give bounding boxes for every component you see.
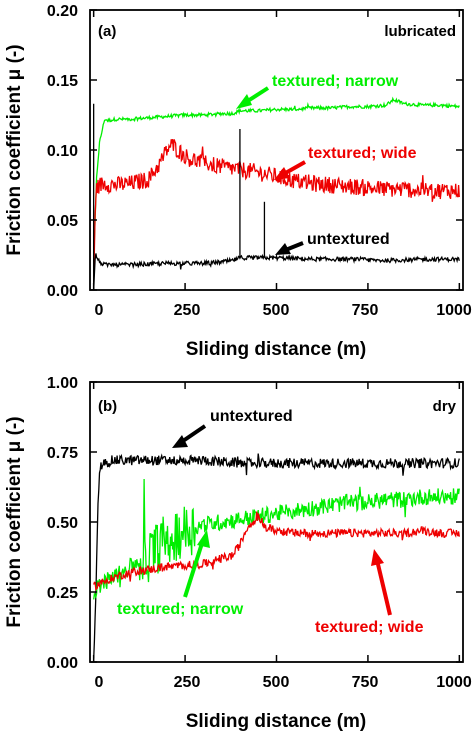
annotation-arrow-b-wide xyxy=(375,559,392,616)
ytick-label-a-0: 0.00 xyxy=(47,283,78,300)
panel-label-a: (a) xyxy=(98,23,116,40)
annotation-arrow-b-narrow xyxy=(183,539,205,598)
annotation-arrowhead-a-narrow xyxy=(236,94,252,109)
annotation-b-untextured: untextured xyxy=(172,408,293,448)
annotation-b-narrow: textured; narrow xyxy=(117,530,244,618)
xtick-label-a-1: 250 xyxy=(174,302,201,319)
annotation-arrowhead-b-narrow xyxy=(197,530,210,548)
condition-label-b: dry xyxy=(433,398,457,415)
x-axis-title-b: Sliding distance (m) xyxy=(186,711,367,732)
series-line-a-0 xyxy=(93,96,460,262)
annotation-a-untextured: untextured xyxy=(275,231,390,255)
annotation-arrowhead-a-untextured xyxy=(275,243,291,255)
annotation-a-wide: textured; wide xyxy=(274,145,417,180)
xtick-label-b-0: 0 xyxy=(95,674,104,691)
annotation-b-wide: textured; wide xyxy=(315,549,424,636)
annotation-text-a-wide: textured; wide xyxy=(308,145,417,162)
annotation-text-b-narrow: textured; narrow xyxy=(117,601,244,618)
ytick-label-b-1: 0.25 xyxy=(47,585,78,602)
panel-a: (a) lubricated 0.00 0.05 0.10 0.15 0.20 … xyxy=(4,3,472,360)
tick-marks-a xyxy=(90,9,463,291)
series-group-b xyxy=(93,453,460,659)
series-line-b-0 xyxy=(93,453,460,659)
xtick-label-a-3: 750 xyxy=(352,302,379,319)
ytick-label-b-0: 0.00 xyxy=(47,655,78,672)
ytick-label-a-1: 0.05 xyxy=(47,213,78,230)
annotation-text-a-untextured: untextured xyxy=(307,231,390,248)
y-axis-title-a: Friction coefficient μ (-) xyxy=(4,44,25,255)
tick-marks-b xyxy=(90,381,463,663)
xtick-label-b-1: 250 xyxy=(174,674,201,691)
xtick-label-b-3: 750 xyxy=(352,674,379,691)
series-line-a-1 xyxy=(93,139,460,286)
plot-frame-a xyxy=(89,9,464,291)
xtick-label-a-2: 500 xyxy=(263,302,290,319)
xtick-label-a-4: 1000 xyxy=(436,302,472,319)
series-line-a-2 xyxy=(93,253,460,291)
ytick-label-b-4: 1.00 xyxy=(47,375,78,392)
annotation-text-b-wide: textured; wide xyxy=(315,619,424,636)
ytick-label-b-2: 0.50 xyxy=(47,515,78,532)
ytick-label-a-3: 0.15 xyxy=(47,73,78,90)
series-line-b-2 xyxy=(93,511,460,592)
annotation-a-narrow: textured; narrow xyxy=(236,73,399,109)
xtick-label-b-2: 500 xyxy=(263,674,290,691)
annotation-arrowhead-b-untextured xyxy=(172,435,188,448)
panel-label-b: (b) xyxy=(98,398,117,415)
xtick-label-a-0: 0 xyxy=(95,302,104,319)
series-line-b-1 xyxy=(93,478,460,600)
annotation-arrowhead-a-wide xyxy=(274,167,290,180)
xtick-label-b-4: 1000 xyxy=(436,674,472,691)
y-axis-title-b: Friction coefficient μ (-) xyxy=(4,416,25,627)
series-group-a xyxy=(93,96,460,291)
ytick-label-a-2: 0.10 xyxy=(47,143,78,160)
x-axis-title-a: Sliding distance (m) xyxy=(186,339,367,360)
annotation-text-a-narrow: textured; narrow xyxy=(272,73,399,90)
condition-label-a: lubricated xyxy=(384,23,456,40)
ytick-label-b-3: 0.75 xyxy=(47,445,78,462)
annotation-arrowhead-b-wide xyxy=(371,549,384,566)
panel-b: (b) dry 0.00 0.25 0.50 0.75 1.00 0 250 5… xyxy=(4,375,472,732)
ytick-label-a-4: 0.20 xyxy=(47,3,78,20)
annotation-text-b-untextured: untextured xyxy=(210,408,293,425)
